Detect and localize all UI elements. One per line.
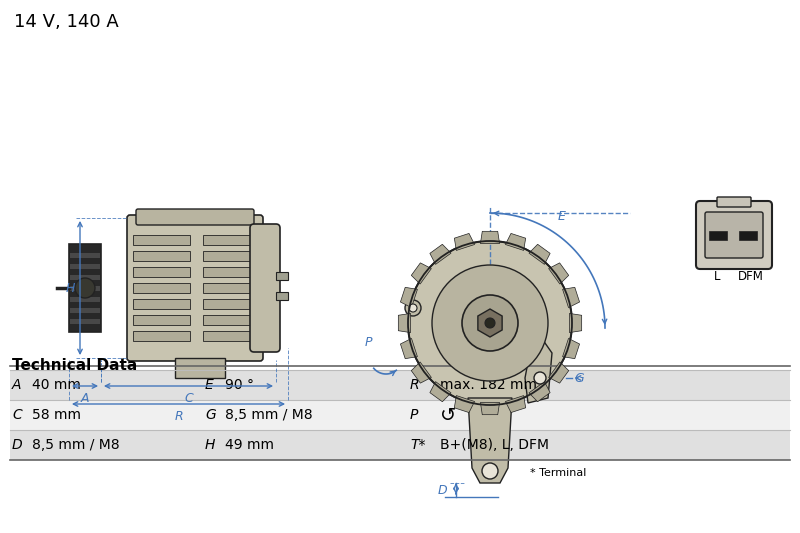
Bar	[133, 267, 190, 277]
Bar	[10, 430, 790, 460]
Bar	[133, 235, 190, 245]
Bar	[203, 235, 256, 245]
Polygon shape	[562, 338, 579, 359]
Text: B+(M8), L, DFM: B+(M8), L, DFM	[440, 438, 549, 452]
Text: T*: T*	[410, 438, 426, 452]
Text: 8,5 mm / M8: 8,5 mm / M8	[225, 408, 313, 422]
FancyBboxPatch shape	[136, 209, 254, 225]
Text: DFM: DFM	[738, 270, 764, 283]
Bar	[203, 331, 256, 341]
Text: 8,5 mm / M8: 8,5 mm / M8	[32, 438, 120, 452]
Bar	[70, 253, 100, 258]
Bar	[203, 315, 256, 325]
Text: * Terminal: * Terminal	[530, 468, 586, 478]
Bar	[739, 231, 757, 240]
Polygon shape	[549, 263, 569, 284]
Bar	[70, 319, 100, 324]
Bar	[133, 283, 190, 293]
Text: 58 mm: 58 mm	[32, 408, 81, 422]
Text: D: D	[437, 483, 447, 497]
Text: 49 mm: 49 mm	[225, 438, 274, 452]
Bar	[133, 331, 190, 341]
Bar	[133, 299, 190, 309]
Text: C: C	[12, 408, 22, 422]
Polygon shape	[478, 309, 502, 337]
Circle shape	[409, 304, 417, 312]
Circle shape	[482, 463, 498, 479]
Polygon shape	[468, 398, 512, 483]
Polygon shape	[570, 313, 582, 333]
Circle shape	[485, 318, 495, 328]
Text: ↺: ↺	[440, 406, 456, 424]
Bar	[276, 272, 288, 280]
Circle shape	[408, 241, 572, 405]
Bar	[10, 400, 790, 430]
Bar	[10, 370, 790, 400]
Circle shape	[432, 265, 548, 381]
Text: P: P	[364, 336, 372, 350]
Text: H: H	[66, 281, 74, 295]
Text: R: R	[174, 409, 183, 423]
Text: A: A	[12, 378, 22, 392]
Bar	[70, 286, 100, 291]
Polygon shape	[525, 333, 552, 403]
Text: G: G	[205, 408, 216, 422]
Text: R: R	[410, 378, 420, 392]
Bar	[203, 283, 256, 293]
Bar	[70, 308, 100, 313]
Polygon shape	[529, 244, 550, 264]
Polygon shape	[506, 395, 526, 413]
Polygon shape	[529, 382, 550, 402]
Circle shape	[75, 278, 95, 298]
Polygon shape	[454, 395, 474, 413]
Text: G: G	[574, 372, 584, 384]
Text: P: P	[410, 408, 418, 422]
Text: H: H	[205, 438, 215, 452]
Polygon shape	[401, 287, 418, 308]
Polygon shape	[398, 313, 410, 333]
Polygon shape	[549, 362, 569, 383]
Text: D: D	[12, 438, 22, 452]
Polygon shape	[506, 233, 526, 251]
Polygon shape	[481, 402, 499, 415]
Bar	[70, 264, 100, 269]
Polygon shape	[401, 338, 418, 359]
Text: 14 V, 140 A: 14 V, 140 A	[14, 13, 118, 31]
Text: 90 °: 90 °	[225, 378, 254, 392]
FancyBboxPatch shape	[717, 197, 751, 207]
Bar	[203, 267, 256, 277]
Bar	[70, 275, 100, 280]
Polygon shape	[411, 263, 431, 284]
Circle shape	[405, 300, 421, 316]
Bar	[203, 299, 256, 309]
Polygon shape	[411, 362, 431, 383]
Polygon shape	[430, 244, 451, 264]
Text: Technical Data: Technical Data	[12, 358, 138, 373]
Text: A: A	[81, 392, 90, 405]
Bar	[276, 292, 288, 300]
Text: E: E	[558, 209, 565, 223]
Bar	[69, 244, 101, 332]
Text: E: E	[205, 378, 214, 392]
Bar	[133, 315, 190, 325]
FancyBboxPatch shape	[696, 201, 772, 269]
Bar	[175, 358, 225, 378]
Polygon shape	[430, 382, 451, 402]
Bar	[133, 251, 190, 261]
FancyBboxPatch shape	[127, 215, 263, 361]
Bar	[70, 297, 100, 302]
Circle shape	[462, 295, 518, 351]
Bar	[203, 251, 256, 261]
FancyBboxPatch shape	[250, 224, 280, 352]
Text: max. 182 mm: max. 182 mm	[440, 378, 537, 392]
Text: L: L	[714, 270, 720, 283]
Circle shape	[534, 372, 546, 384]
Polygon shape	[454, 233, 474, 251]
Text: 40 mm: 40 mm	[32, 378, 81, 392]
Text: C: C	[184, 392, 193, 405]
FancyBboxPatch shape	[705, 212, 763, 258]
Polygon shape	[562, 287, 579, 308]
Bar	[709, 231, 727, 240]
Polygon shape	[481, 231, 499, 244]
